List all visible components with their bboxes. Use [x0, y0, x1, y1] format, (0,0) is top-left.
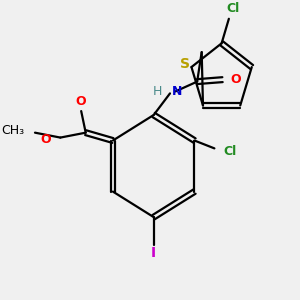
Text: CH₃: CH₃	[1, 124, 24, 137]
Text: Cl: Cl	[224, 145, 237, 158]
Text: S: S	[180, 57, 190, 71]
Text: I: I	[151, 246, 156, 260]
Text: O: O	[41, 133, 51, 146]
Text: O: O	[231, 73, 241, 86]
Text: H: H	[152, 85, 162, 98]
Text: Cl: Cl	[227, 2, 240, 15]
Text: N: N	[172, 85, 182, 98]
Text: O: O	[76, 95, 86, 108]
